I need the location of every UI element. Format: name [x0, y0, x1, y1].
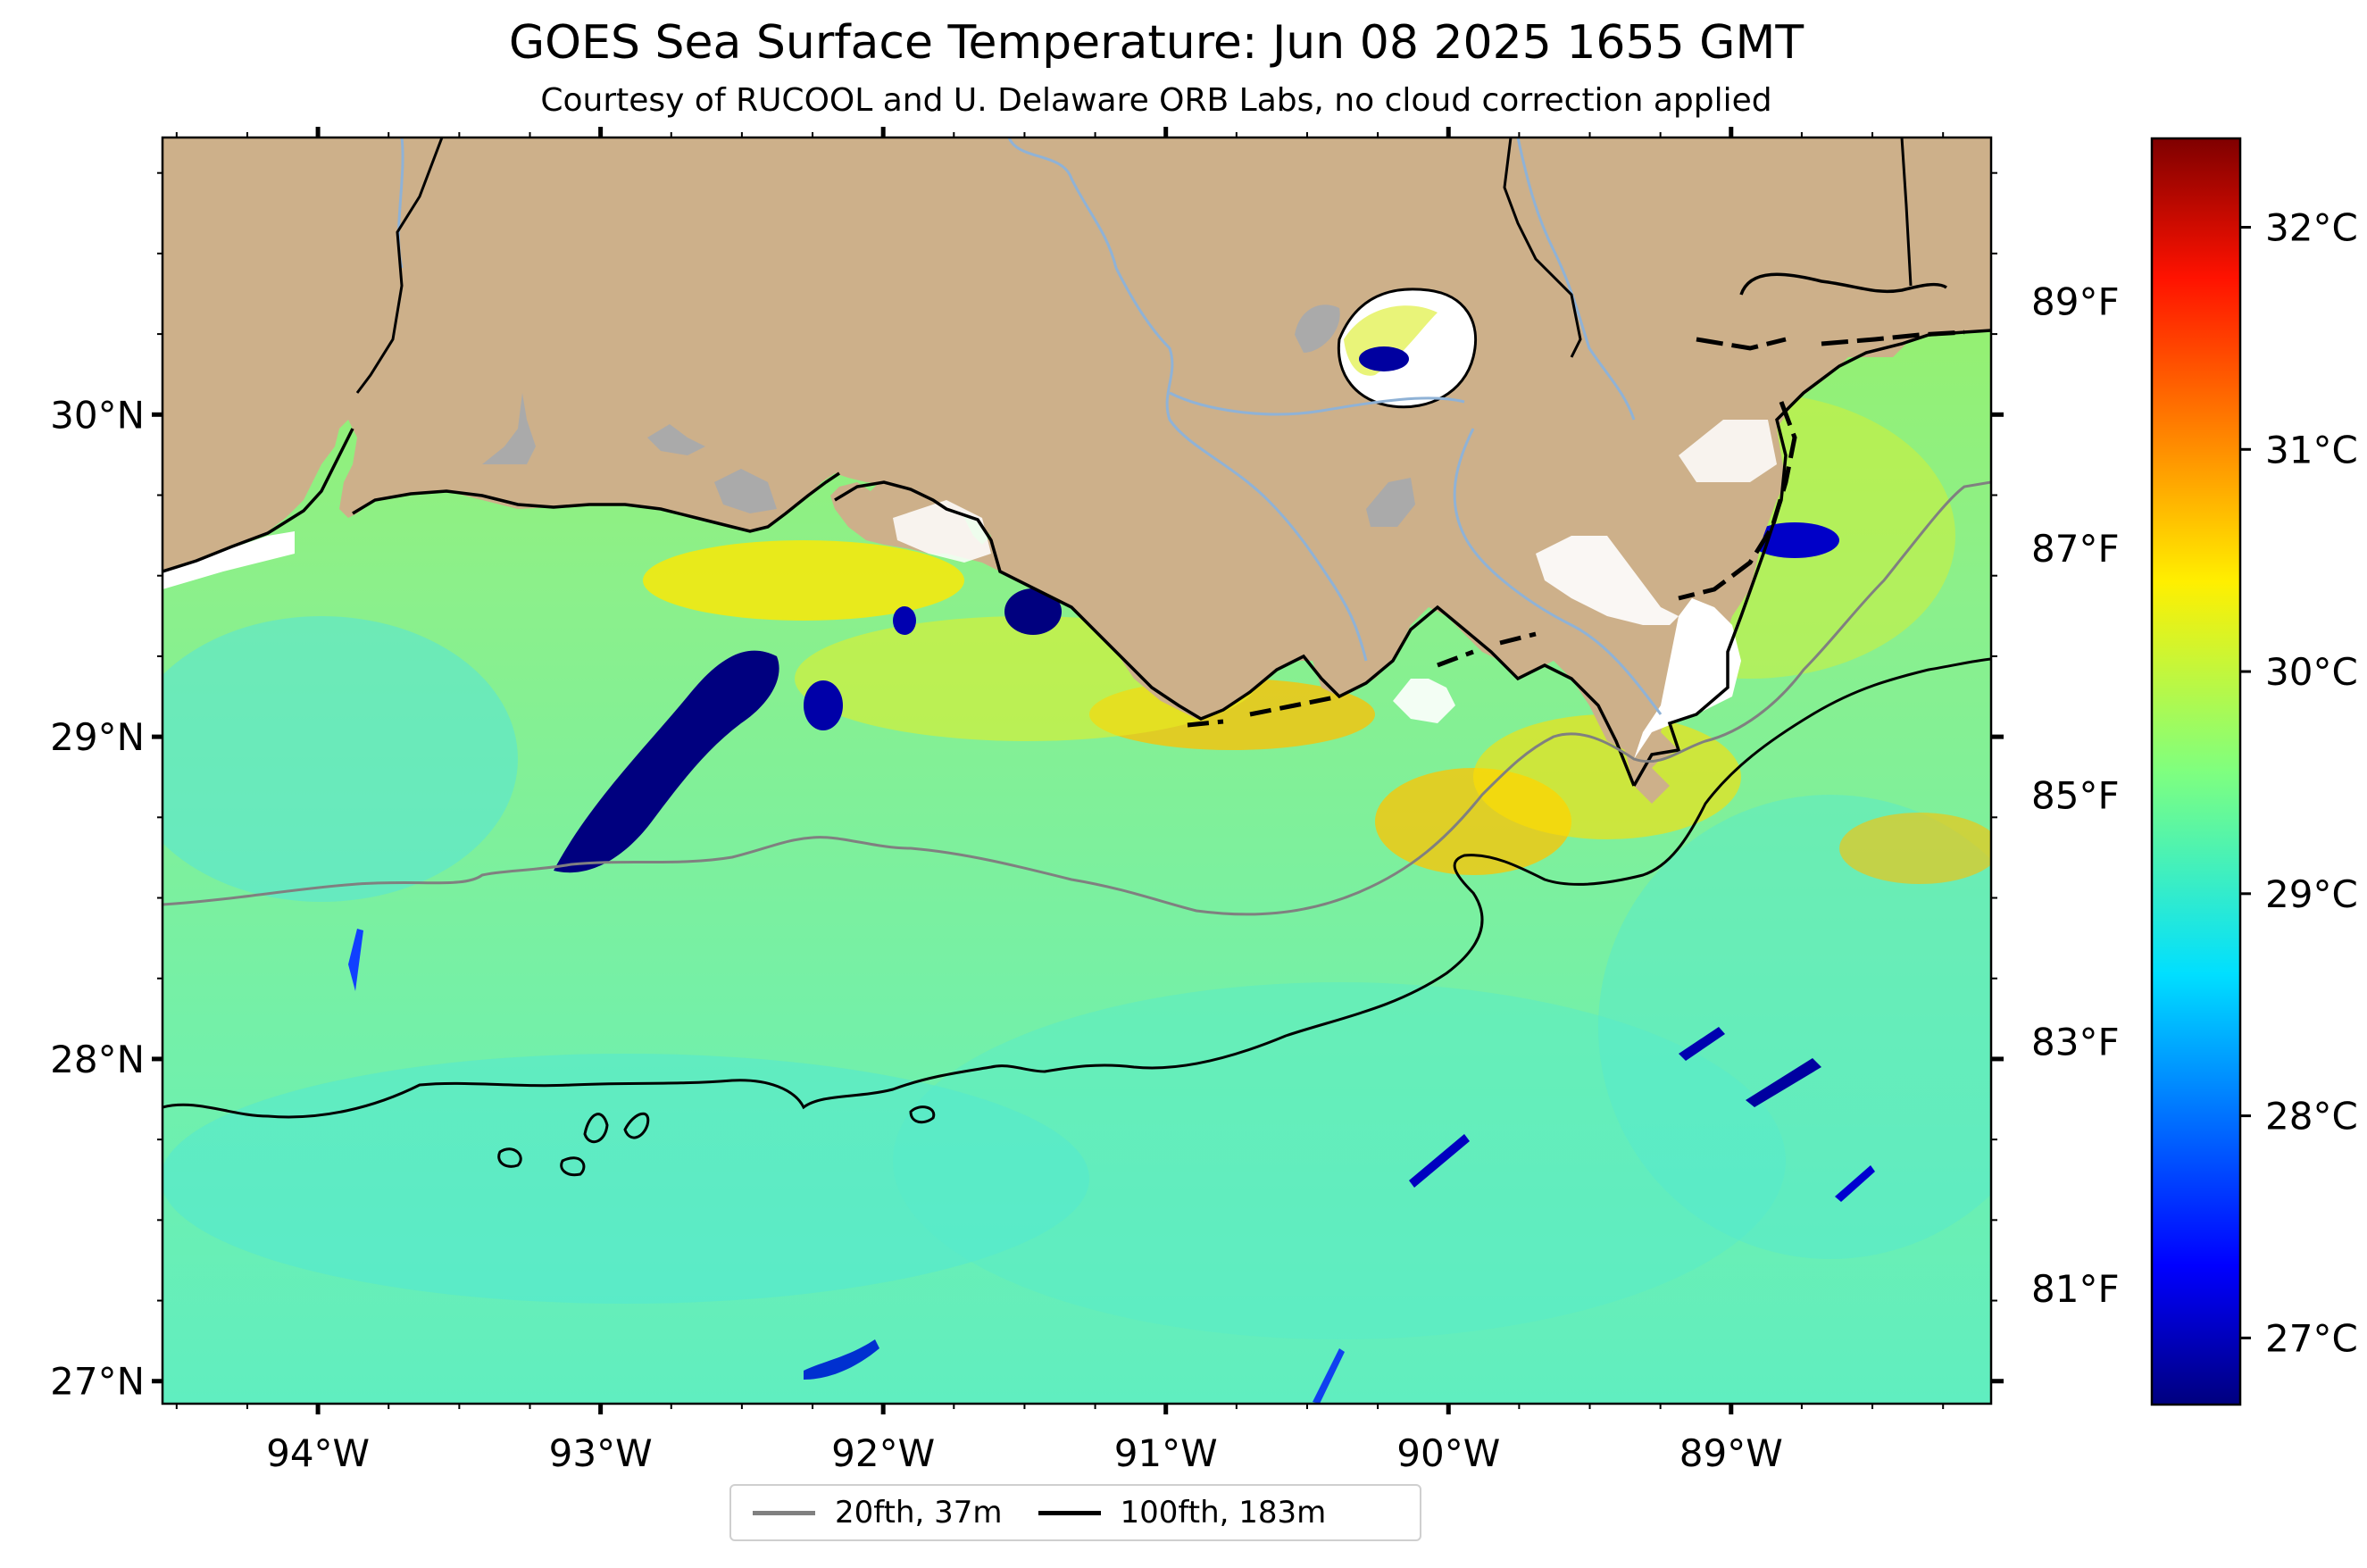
colorbar-tick-label: 32°C	[2265, 206, 2358, 250]
no-data-region	[1634, 598, 1741, 759]
lat-tick-label: 30°N	[50, 393, 145, 437]
colorbar-tick-label: 30°C	[2265, 650, 2358, 694]
map-frame	[161, 136, 1993, 1405]
no-data-region	[1679, 420, 1777, 482]
legend-label-100fth: 100fth, 183m	[1120, 1495, 1327, 1530]
lon-tick-label: 92°W	[831, 1431, 935, 1475]
fahrenheit-axis: 89°F 87°F 85°F 83°F 81°F	[2031, 279, 2120, 1311]
colorbar-tick-label: 28°C	[2265, 1095, 2358, 1138]
isobath-100fth	[163, 657, 1991, 1119]
cold-streak	[804, 1339, 879, 1380]
barrier-islands	[1187, 631, 1537, 728]
warm-patch	[643, 540, 964, 621]
state-boundary	[1503, 138, 1582, 358]
legend-label-20fth: 20fth, 37m	[835, 1495, 1003, 1530]
colorbar-tick-label: 29°C	[2265, 872, 2358, 916]
legend: 20fth, 37m 100fth, 183m	[729, 1484, 1421, 1541]
cold-streak	[1313, 1348, 1345, 1404]
longitude-axis: 94°W 93°W 92°W 91°W 90°W 89°W	[266, 127, 1783, 1475]
colorbar-tick-label: 27°C	[2265, 1316, 2358, 1360]
minor-ticks	[157, 132, 1997, 1409]
fahrenheit-tick-label: 85°F	[2031, 773, 2120, 817]
lake	[1295, 304, 1340, 353]
coastline	[163, 428, 354, 573]
lon-tick-label: 94°W	[266, 1431, 370, 1475]
fahrenheit-tick-label: 87°F	[2031, 527, 2120, 571]
lake	[1366, 478, 1415, 527]
cool-patch	[163, 616, 518, 902]
warm-patch	[1839, 813, 1991, 884]
cold-patch	[893, 606, 916, 635]
river	[1169, 391, 1465, 416]
cold-streak	[1409, 1134, 1470, 1188]
fahrenheit-tick-label: 89°F	[2031, 279, 2120, 323]
coastline	[352, 471, 840, 533]
lon-tick-label: 90°W	[1396, 1431, 1500, 1475]
colorbar	[2150, 137, 2242, 1406]
legend-item-100fth: 100fth, 183m	[1038, 1495, 1327, 1530]
barrier-islands	[1678, 401, 1797, 601]
cool-patch	[893, 982, 1786, 1339]
coastline	[834, 480, 1636, 787]
latitude-axis: 30°N 29°N 28°N 27°N	[50, 393, 2004, 1404]
no-data-region	[1393, 679, 1455, 723]
colorbar-axis: 32°C 31°C 30°C 29°C 28°C 27°C	[2240, 206, 2358, 1360]
cold-patch	[1359, 346, 1409, 371]
cold-streak	[1835, 1165, 1875, 1202]
state-boundary	[355, 138, 444, 394]
state-boundary	[1900, 138, 1913, 287]
cold-patch	[1004, 588, 1062, 635]
barrier-islands	[1696, 329, 1965, 351]
lat-tick-label: 28°N	[50, 1038, 145, 1081]
lake	[647, 424, 705, 455]
cold-streak	[348, 929, 363, 991]
no-data-region	[163, 531, 295, 589]
map-subtitle: Courtesy of RUCOOL and U. Delaware ORB L…	[540, 82, 1772, 119]
cool-patch	[163, 1054, 1089, 1304]
legend-item-20fth: 20fth, 37m	[753, 1495, 1003, 1530]
cold-patch	[804, 680, 843, 730]
lake	[714, 469, 777, 513]
legend-swatch-20fth	[753, 1510, 815, 1515]
fahrenheit-tick-label: 83°F	[2031, 1021, 2120, 1064]
isobath-20fth	[163, 480, 1991, 916]
map-area	[163, 138, 1991, 1404]
land-mass	[163, 138, 1991, 804]
lon-tick-label: 91°W	[1114, 1431, 1218, 1475]
lake	[482, 393, 536, 464]
lat-tick-label: 29°N	[50, 715, 145, 759]
map-title: GOES Sea Surface Temperature: Jun 08 202…	[508, 16, 1804, 70]
coastline	[1739, 272, 1948, 296]
legend-swatch-100fth	[1038, 1510, 1101, 1515]
cool-patch	[1598, 795, 1991, 1259]
cold-streak	[554, 650, 779, 873]
bank-contours	[497, 1105, 936, 1177]
river	[1007, 138, 1368, 662]
cold-streak	[1679, 1027, 1725, 1061]
lon-tick-label: 93°W	[549, 1431, 653, 1475]
no-data-region	[1536, 536, 1679, 625]
lat-tick-label: 27°N	[50, 1360, 145, 1404]
lon-tick-label: 89°W	[1679, 1431, 1783, 1475]
cold-streak	[1746, 1058, 1821, 1107]
colorbar-tick-label: 31°C	[2265, 428, 2358, 471]
fahrenheit-tick-label: 81°F	[2031, 1267, 2120, 1311]
river	[1453, 428, 1663, 715]
